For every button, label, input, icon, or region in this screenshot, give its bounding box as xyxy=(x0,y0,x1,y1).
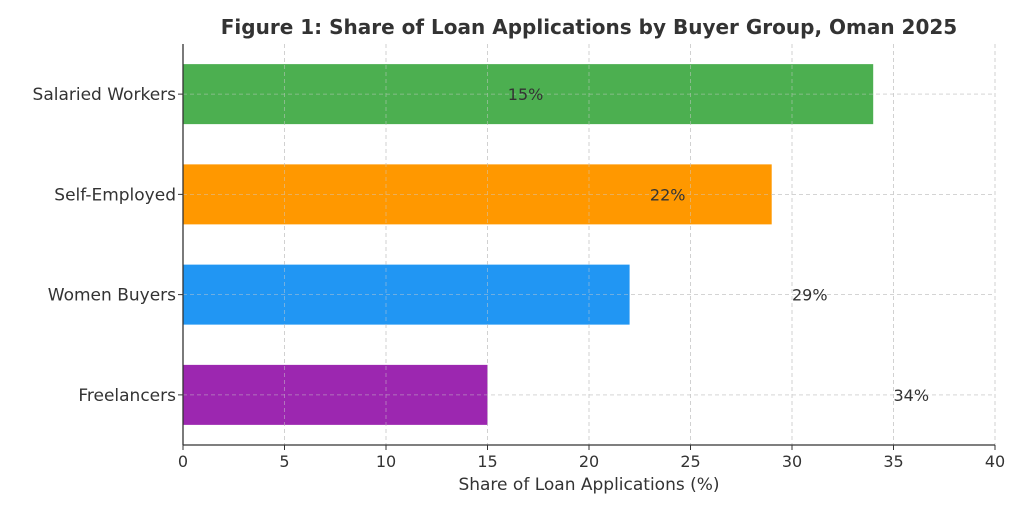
x-tick-label: 10 xyxy=(376,452,396,471)
x-ticks: 0 5 10 15 20 25 30 35 40 xyxy=(178,445,1005,471)
y-ticks: Salaried Workers Self-Employed Women Buyer… xyxy=(33,85,183,406)
x-tick-label: 35 xyxy=(883,452,903,471)
chart-title: Figure 1: Share of Loan Applications by … xyxy=(221,15,957,39)
data-label: 34% xyxy=(894,386,930,405)
x-axis-label: Share of Loan Applications (%) xyxy=(458,475,719,495)
y-tick-label: Women Buyers xyxy=(48,286,176,306)
y-tick-label: Self-Employed xyxy=(54,185,176,205)
data-labels: 15% 22% 29% 34% xyxy=(508,85,929,405)
y-tick-label: Salaried Workers xyxy=(33,85,177,105)
x-tick-label: 30 xyxy=(782,452,802,471)
x-tick-label: 15 xyxy=(477,452,497,471)
x-tick-label: 0 xyxy=(178,452,188,471)
x-tick-label: 25 xyxy=(680,452,700,471)
data-label: 29% xyxy=(792,286,828,305)
x-tick-label: 20 xyxy=(579,452,599,471)
data-label: 15% xyxy=(508,85,544,104)
x-tick-label: 5 xyxy=(279,452,289,471)
x-tick-label: 40 xyxy=(985,452,1005,471)
bars xyxy=(183,64,874,425)
grid-overlay xyxy=(182,44,996,445)
y-tick-label: Freelancers xyxy=(78,386,176,406)
data-label: 22% xyxy=(650,185,686,204)
